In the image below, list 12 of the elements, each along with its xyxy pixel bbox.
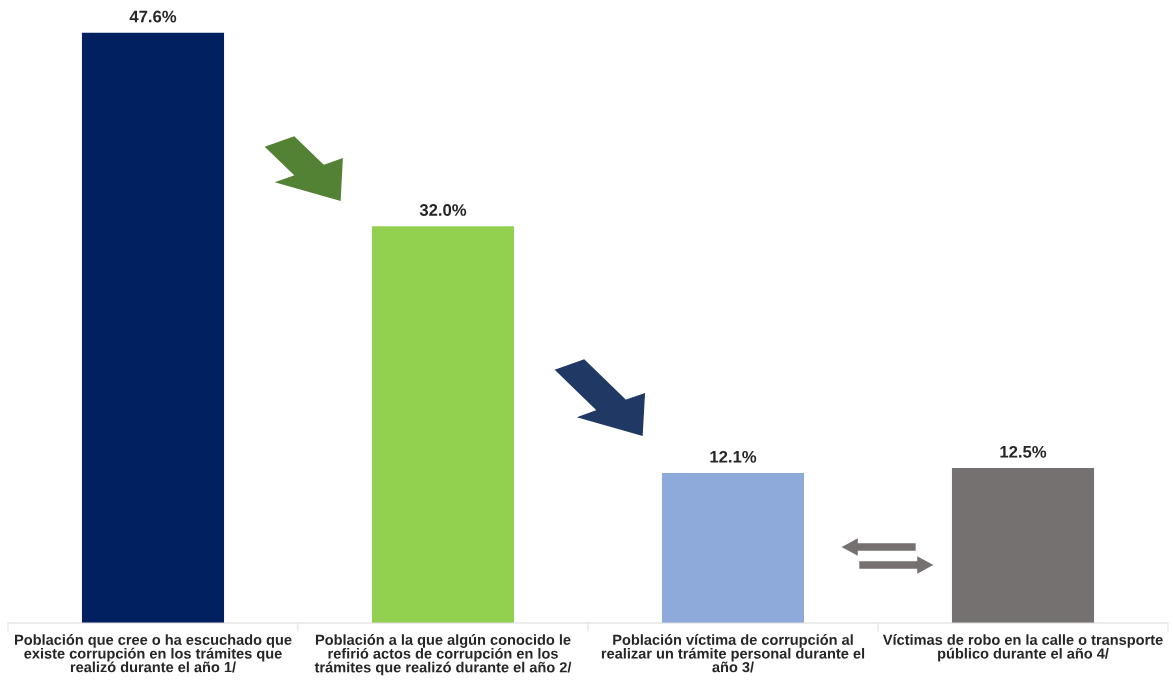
x-tick-label: Población a la que algún conocido le refirió actos de corrupción en los trámites que realizó durante el año 2/: [314, 634, 572, 676]
bar: [371, 226, 515, 623]
data-label: 32.0%: [419, 204, 467, 216]
bar: [81, 32, 225, 623]
x-tick-label: Población que cree o ha escuchado que existe corrupción en los trámites que realizó durante el año 1/: [15, 634, 292, 673]
x-tick-label: Población víctima de corrupción al realizar un trámite personal durante el año 3/: [601, 634, 865, 673]
bar: [951, 467, 1095, 623]
bar: [661, 472, 805, 623]
data-label: 47.6%: [129, 10, 177, 23]
data-label: 12.1%: [710, 450, 757, 463]
data-label: 12.5%: [1000, 445, 1047, 458]
x-tick-label: Víctimas de robo en la calle o transporte público durante el año 4/: [882, 634, 1163, 662]
